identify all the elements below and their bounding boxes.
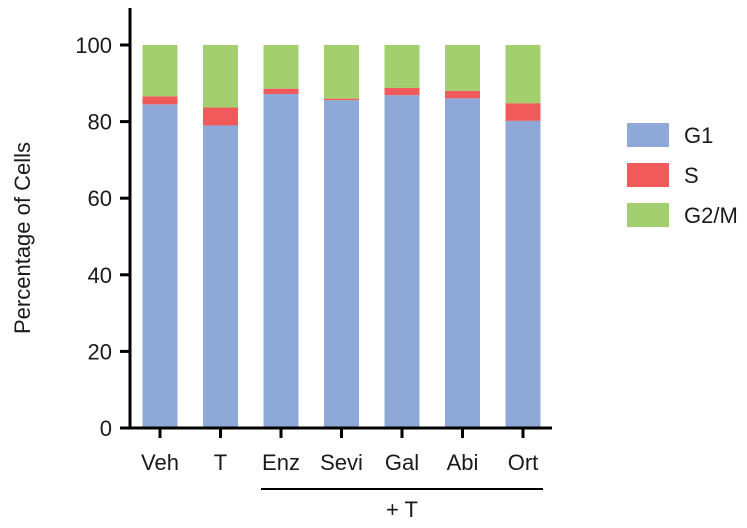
x-tick-label: Ort: [508, 450, 539, 475]
y-tick-label: 0: [100, 416, 112, 441]
bar-g1-sevi: [324, 100, 359, 428]
legend: G1 S G2/M: [627, 123, 738, 228]
legend-swatch-s: [627, 163, 669, 187]
bar-g2-m-sevi: [324, 45, 359, 99]
bar-g2-m-veh: [142, 45, 178, 97]
group-annotation: + T: [261, 488, 543, 522]
legend-swatch-g2-m: [627, 203, 669, 227]
bar-g2-m-ort: [505, 45, 541, 104]
bar-g2-m-t: [203, 45, 238, 108]
legend-label: G2/M: [684, 203, 738, 228]
y-tick-label: 20: [88, 339, 112, 364]
bar-s-veh: [142, 96, 178, 105]
bar-s-t: [203, 107, 238, 126]
y-tick-label: 60: [88, 186, 112, 211]
bar-s-ort: [505, 103, 541, 121]
x-tick-label: Enz: [262, 450, 300, 475]
bar-g1-gal: [384, 95, 420, 428]
bar-g2-m-enz: [263, 45, 299, 89]
bar-g1-veh: [142, 104, 178, 429]
y-tick-label: 80: [88, 110, 112, 135]
bar-g1-ort: [505, 120, 541, 429]
bar-g1-t: [203, 125, 238, 429]
x-tick-label: Veh: [141, 450, 179, 475]
bar-s-enz: [263, 88, 299, 95]
x-tick-label: Abi: [447, 450, 479, 475]
group-label: + T: [386, 497, 418, 522]
x-ticks: Veh T Enz Sevi Gal Abi Ort: [141, 428, 538, 475]
y-tick-label: 40: [88, 263, 112, 288]
y-tick-label: 100: [75, 33, 112, 58]
bar-g1-enz: [263, 94, 299, 429]
x-tick-label: T: [214, 450, 227, 475]
y-axis-label: Percentage of Cells: [10, 142, 35, 334]
legend-label: G1: [684, 123, 713, 148]
x-tick-label: Sevi: [320, 450, 363, 475]
legend-label: S: [684, 163, 699, 188]
bar-g1-abi: [445, 98, 480, 428]
bar-s-gal: [384, 87, 420, 96]
bar-s-sevi: [324, 98, 359, 101]
bar-g2-m-abi: [445, 45, 480, 91]
y-ticks: 0 20 40 60 80 100: [75, 33, 130, 441]
x-tick-label: Gal: [385, 450, 419, 475]
bar-g2-m-gal: [384, 45, 420, 88]
bar-s-abi: [445, 90, 480, 99]
bars-layer: [142, 45, 541, 429]
legend-swatch-g1: [627, 123, 669, 147]
